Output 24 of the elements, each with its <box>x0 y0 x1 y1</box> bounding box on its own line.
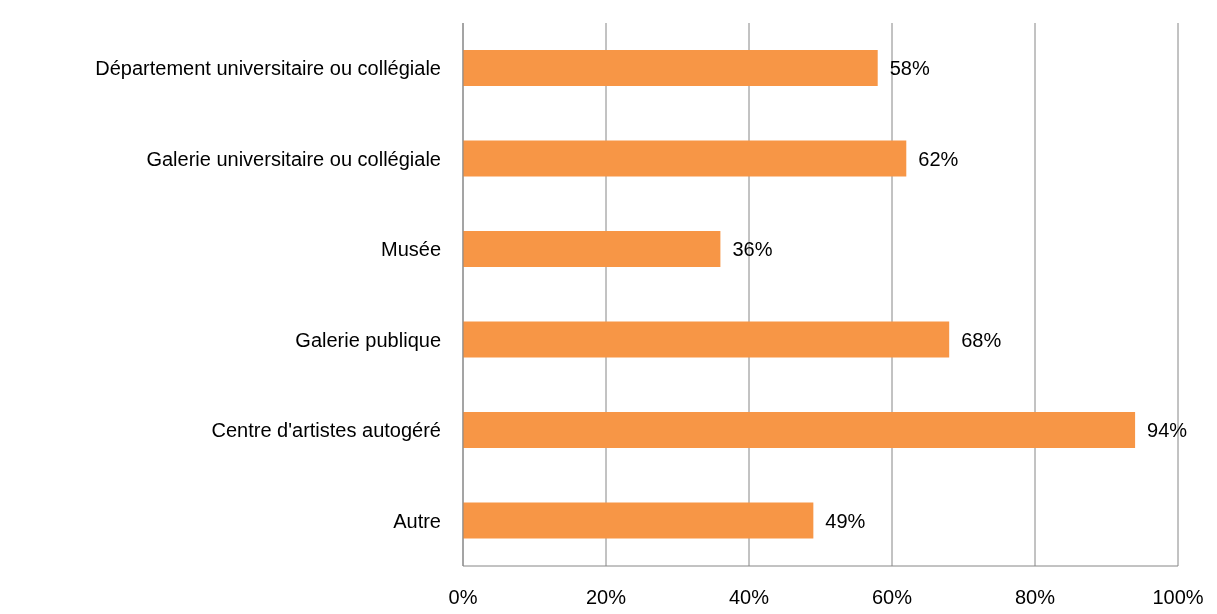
data-label: 94% <box>1147 419 1188 442</box>
y-tick-label: Autre <box>393 509 441 532</box>
data-label: 58% <box>889 57 930 80</box>
bar <box>463 321 950 358</box>
x-tick-label: 100% <box>1152 586 1204 609</box>
data-label: 36% <box>732 238 773 261</box>
y-tick-label: Centre d'artistes autogéré <box>211 419 441 442</box>
data-label: 62% <box>918 147 959 170</box>
bar <box>463 50 878 86</box>
bar <box>463 140 907 177</box>
y-tick-label: Galerie publique <box>295 328 441 351</box>
x-tick-label: 80% <box>1014 586 1056 609</box>
y-tick-label: Musée <box>380 238 441 261</box>
data-label: 49% <box>825 509 866 532</box>
bar <box>463 412 1136 448</box>
bar <box>463 231 721 267</box>
x-tick-label: 0% <box>448 586 478 609</box>
y-tick-label: Galerie universitaire ou collégiale <box>146 147 441 170</box>
data-label: 68% <box>961 328 1002 351</box>
x-tick-label: 20% <box>585 586 627 609</box>
y-tick-label: Département universitaire ou collégiale <box>95 57 441 80</box>
bar <box>463 502 814 539</box>
x-tick-label: 40% <box>728 586 770 609</box>
x-tick-label: 60% <box>871 586 913 609</box>
